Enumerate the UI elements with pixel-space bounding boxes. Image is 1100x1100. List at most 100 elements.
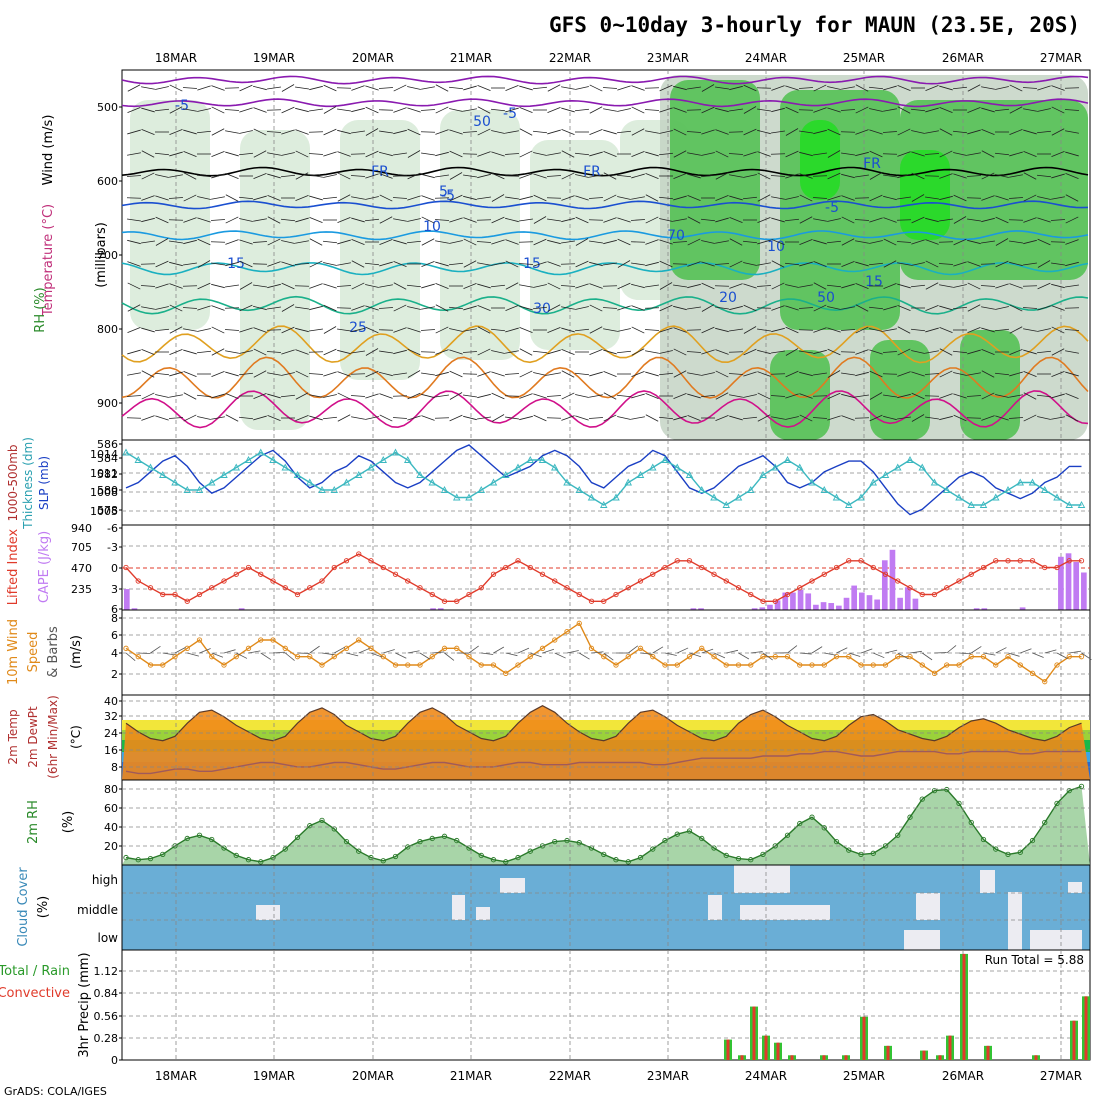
wind-barb bbox=[393, 327, 407, 333]
wind-barb bbox=[533, 393, 547, 399]
wind-barb bbox=[239, 107, 253, 113]
wind-barb bbox=[295, 150, 309, 158]
wind-barb bbox=[855, 304, 869, 312]
wind-barb bbox=[267, 393, 281, 399]
wind10-barb bbox=[150, 645, 161, 654]
wind-barb bbox=[589, 106, 603, 114]
date-label-top: 21MAR bbox=[450, 51, 492, 65]
wind-barb bbox=[813, 129, 827, 135]
wind-barb bbox=[547, 107, 561, 113]
wind-barb bbox=[589, 151, 603, 157]
wind-barb bbox=[911, 239, 925, 245]
run-total: Run Total = 5.88 bbox=[985, 953, 1084, 967]
lifted-index-point bbox=[503, 564, 509, 571]
wind-barb bbox=[841, 195, 855, 201]
thickness-point bbox=[538, 456, 547, 463]
wind10-barb bbox=[848, 652, 861, 657]
wind-barb bbox=[981, 217, 995, 223]
wind-barb bbox=[364, 262, 380, 266]
wind-barb bbox=[351, 196, 365, 200]
wind-barb bbox=[183, 217, 197, 223]
wind10-barb bbox=[260, 652, 272, 660]
wind-barb bbox=[729, 195, 743, 201]
cape-bar bbox=[751, 608, 758, 610]
wind-barb bbox=[742, 196, 758, 200]
wind10-barb bbox=[493, 646, 505, 654]
wind-barb bbox=[463, 394, 477, 398]
wind-barb bbox=[127, 304, 141, 312]
wind-barb bbox=[407, 392, 421, 400]
wind-barb bbox=[813, 218, 827, 222]
wind-barb bbox=[505, 282, 519, 290]
wind-barb bbox=[729, 85, 743, 91]
wind-barb bbox=[589, 84, 603, 92]
wind-barb bbox=[211, 416, 225, 420]
wind-barb bbox=[658, 196, 674, 200]
wind-barb bbox=[1065, 216, 1079, 224]
wind-barb bbox=[1065, 239, 1079, 245]
wind-barb bbox=[785, 173, 799, 179]
wind-barb bbox=[897, 151, 911, 157]
wind-barb bbox=[295, 172, 309, 180]
wind-barb bbox=[1023, 172, 1037, 180]
wind-barb bbox=[225, 173, 239, 179]
rh-point bbox=[209, 836, 215, 843]
wind-barb bbox=[533, 261, 547, 267]
rh-point bbox=[625, 859, 631, 865]
wind-barb bbox=[770, 395, 786, 397]
wind-barb bbox=[449, 240, 463, 244]
wind-barb bbox=[855, 371, 869, 377]
wind-barb bbox=[295, 217, 309, 223]
wind-barb bbox=[463, 108, 477, 112]
lifted-index-point bbox=[968, 571, 974, 577]
wind-barb bbox=[407, 107, 421, 113]
lifted-index-point bbox=[956, 578, 962, 584]
wind-barb bbox=[561, 392, 575, 400]
wind-barb bbox=[869, 370, 883, 378]
wind10-barb bbox=[664, 652, 677, 656]
wind-barb bbox=[127, 349, 141, 355]
wind-barb bbox=[1009, 349, 1023, 355]
wind-barb bbox=[365, 196, 379, 200]
wind-barb bbox=[407, 370, 421, 378]
lifted-index-point bbox=[196, 591, 203, 598]
rh-shading bbox=[670, 80, 760, 280]
wind-barb bbox=[463, 415, 477, 421]
wind-barb bbox=[561, 86, 575, 90]
wind-barb bbox=[994, 372, 1010, 376]
wind-barb bbox=[701, 152, 715, 156]
wind-barb bbox=[211, 283, 225, 289]
wind-barb bbox=[588, 417, 604, 419]
wind-barb bbox=[561, 107, 575, 113]
rh-point bbox=[515, 854, 521, 861]
thickness-point bbox=[281, 463, 290, 471]
thickness-point bbox=[612, 493, 620, 501]
wind-barb bbox=[603, 371, 617, 377]
rh-point bbox=[980, 836, 987, 843]
wind-barb bbox=[1023, 414, 1037, 422]
wind-barb bbox=[673, 284, 687, 288]
isotherm-line bbox=[121, 200, 1089, 210]
wind-barb bbox=[336, 285, 352, 287]
wind10-barb bbox=[873, 652, 885, 659]
rh-area bbox=[122, 786, 1090, 865]
wind-barb bbox=[421, 216, 435, 224]
wind-speed-point bbox=[1005, 654, 1011, 660]
wind-barb bbox=[925, 239, 939, 245]
wind-barb bbox=[351, 350, 365, 354]
cape-bar bbox=[981, 608, 988, 610]
wind-barb bbox=[435, 240, 449, 244]
rh-point bbox=[931, 787, 938, 794]
wind-barb bbox=[183, 151, 197, 157]
wind10-tick: 4 bbox=[111, 647, 118, 660]
wind-barb bbox=[855, 84, 869, 92]
wind-speed-point bbox=[184, 645, 190, 651]
thickness-point bbox=[979, 501, 988, 508]
wind-barb bbox=[911, 371, 925, 377]
wind-barb bbox=[1009, 129, 1023, 135]
wind10-barb bbox=[824, 652, 837, 656]
rh-point bbox=[1029, 837, 1036, 844]
wind-barb bbox=[603, 328, 617, 332]
wind-barb bbox=[491, 130, 505, 134]
